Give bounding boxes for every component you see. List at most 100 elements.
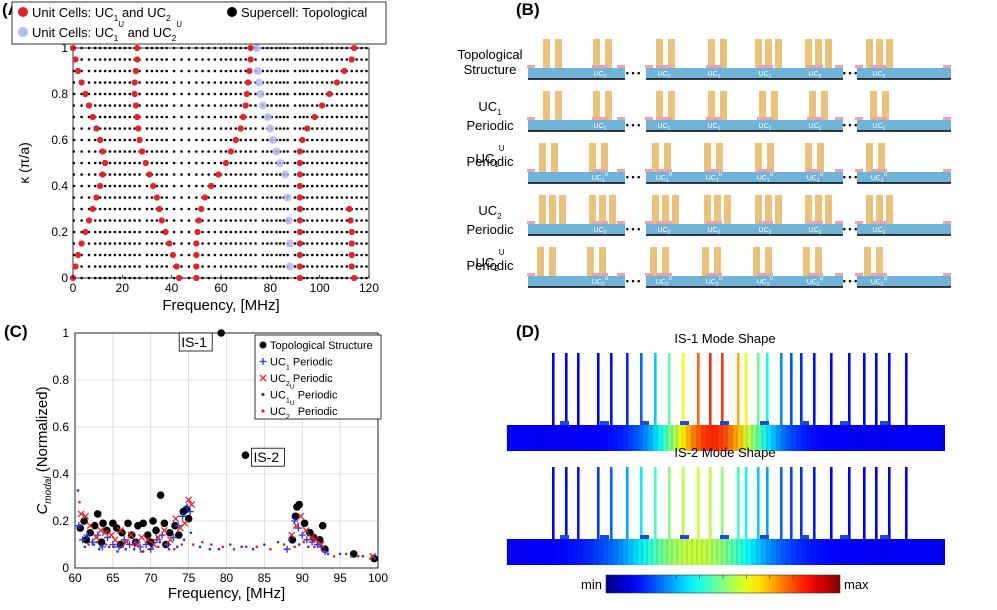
supercell-point (160, 276, 164, 280)
label-text: UC (270, 406, 286, 418)
colorbar-max-label: max (844, 577, 869, 592)
legend-label: UC2 Periodic (270, 373, 333, 388)
x-tick-label: 20 (116, 281, 130, 295)
supercell-point (155, 242, 159, 245)
supercell-point (234, 115, 238, 119)
supercell-point (195, 161, 198, 165)
supercell-point (355, 150, 358, 153)
supercell-point (113, 173, 117, 176)
uc-point (175, 274, 183, 282)
cell-label: UC2U (656, 276, 673, 288)
supercell-point (325, 115, 329, 119)
supercell-point (160, 242, 164, 245)
label-text: and UC (124, 25, 172, 40)
supercell-point (150, 69, 154, 73)
supercell-point (133, 276, 136, 280)
supercell-point (118, 58, 122, 61)
supercell-point (108, 173, 112, 176)
supercell-point (320, 92, 324, 96)
stub (765, 195, 772, 224)
ellipsis: • • • (626, 120, 640, 130)
uc-u-point (302, 540, 306, 544)
supercell-point (155, 138, 159, 142)
supercell-point (118, 69, 122, 73)
stub (656, 91, 663, 120)
supercell-point (172, 92, 176, 96)
supercell-point (239, 161, 243, 165)
supercell-point (340, 265, 344, 268)
supercell-point (80, 230, 83, 234)
superscript: U (719, 172, 723, 178)
mode-stub (565, 353, 568, 425)
uc-point (82, 90, 89, 98)
uc-u-point (97, 547, 101, 551)
supercell-point (180, 184, 183, 188)
supercell-point (355, 219, 358, 222)
supercell-point (72, 115, 76, 119)
uc-point (153, 194, 160, 201)
supercell-point (270, 173, 273, 176)
uc-point (131, 90, 138, 98)
uc-u-point (283, 193, 292, 202)
supercell-point (244, 150, 247, 153)
superscript: U (669, 172, 673, 178)
uc-point (237, 125, 244, 132)
supercell-point (345, 184, 349, 188)
legend-label: Topological Structure (270, 340, 373, 352)
uc2-point (166, 536, 174, 544)
superscript: U (820, 276, 824, 282)
supercell-point (355, 58, 358, 61)
mode-mass (760, 535, 769, 539)
uc-u-point (208, 547, 212, 551)
stub (876, 39, 883, 68)
mode-stub (780, 467, 783, 539)
supercell-point (118, 196, 122, 199)
supercell-point (93, 92, 97, 96)
supercell-point (118, 219, 122, 222)
stub (825, 195, 832, 224)
supercell-point (133, 150, 136, 153)
row-title: Topological Structure (457, 47, 522, 77)
supercell-point (98, 265, 102, 268)
uc-u-point (240, 545, 243, 549)
plot-border (74, 332, 379, 569)
supercell-point (213, 242, 217, 245)
supercell-point (330, 196, 334, 199)
supercell-point (201, 150, 204, 153)
supercell-point (187, 92, 191, 96)
supercell-point (229, 242, 233, 245)
supercell-point (72, 161, 76, 165)
subscript: 1 (602, 178, 605, 184)
supercell-point (270, 230, 273, 234)
supercell-point (320, 127, 324, 130)
supercell-point (207, 253, 210, 257)
supercell-point (118, 161, 122, 165)
legend-label: UC1U Periodic (270, 384, 338, 405)
supercell-point (278, 219, 282, 222)
supercell-point (275, 253, 278, 257)
uc2-point (77, 510, 85, 518)
supercell-point (306, 161, 309, 165)
stub (886, 39, 893, 68)
supercell-point (270, 207, 273, 211)
uc-point (193, 251, 200, 259)
supercell-point (360, 253, 363, 257)
supercell-point (108, 253, 112, 257)
subscript: 1 (604, 74, 607, 80)
supercell-point (275, 127, 278, 130)
supercell-point (266, 230, 269, 234)
uc-point (97, 136, 104, 144)
label-text: UC (759, 123, 769, 130)
supercell-point (293, 127, 297, 130)
cell-label: UC1 (809, 123, 822, 132)
mass-block (706, 65, 722, 68)
supercell-point (172, 242, 176, 245)
mode-mass (560, 421, 569, 425)
subscript: 2 (602, 282, 605, 288)
label-text: Periodic (295, 390, 338, 402)
supercell-point (98, 58, 102, 61)
x-tick-label: 95 (333, 571, 347, 585)
supercell-point (239, 253, 243, 257)
supercell-point (244, 184, 247, 188)
supercell-point (306, 46, 309, 50)
